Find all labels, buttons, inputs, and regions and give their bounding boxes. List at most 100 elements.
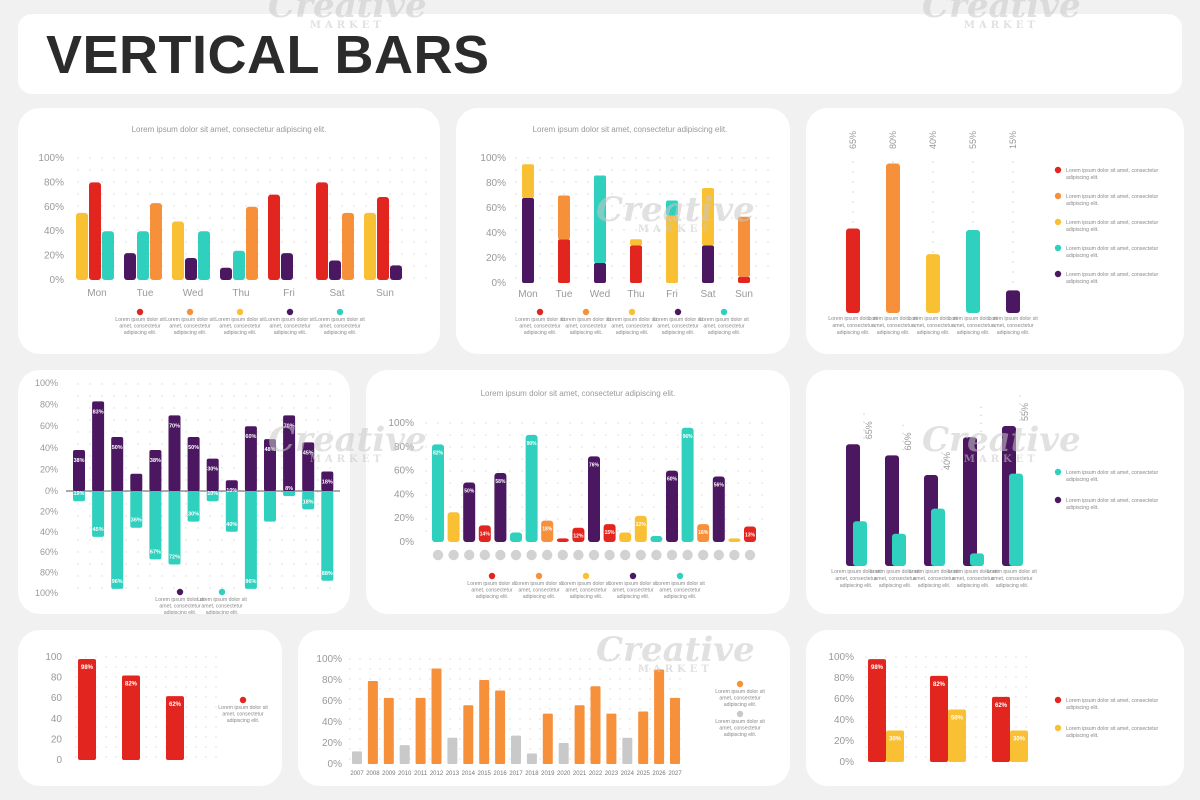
grid-dot — [317, 443, 319, 445]
bar-caption: adipiscing elit. — [837, 330, 870, 336]
grid-dot — [619, 698, 621, 700]
bar-caption: Lorem ipsum dolor sit — [948, 569, 998, 575]
grid-dot — [281, 217, 283, 219]
x-tick-label: 2027 — [668, 771, 682, 777]
grid-dot — [761, 422, 763, 424]
legend-text: adipiscing elit. — [524, 330, 557, 336]
grid-dot — [233, 575, 235, 577]
y-tick-label: 0 — [56, 755, 62, 766]
x-tick-label: 2007 — [350, 771, 364, 777]
grid-dot — [539, 688, 541, 690]
legend-text: Lorem ipsum dolor sit — [561, 317, 611, 323]
grid-dot — [257, 575, 259, 577]
grid-dot — [569, 718, 571, 720]
grid-dot — [965, 676, 967, 678]
grid-dot — [205, 726, 207, 728]
guide-dot — [863, 421, 865, 423]
grid-dot — [629, 482, 631, 484]
grid-dot — [549, 668, 551, 670]
bar — [931, 508, 945, 566]
grid-dot — [197, 575, 199, 577]
grid-dot — [653, 446, 655, 448]
bar — [630, 239, 642, 246]
grid-dot — [617, 482, 619, 484]
x-tick-marker — [666, 549, 678, 561]
grid-dot — [701, 434, 703, 436]
grid-dot — [695, 193, 697, 195]
bar — [89, 182, 101, 280]
grid-dot — [161, 431, 163, 433]
grid-dot — [545, 494, 547, 496]
grid-dot — [865, 736, 867, 738]
grid-dot — [305, 205, 307, 207]
value-label: 14% — [480, 531, 491, 537]
grid-dot — [101, 229, 103, 231]
grid-dot — [767, 217, 769, 219]
grid-dot — [619, 708, 621, 710]
grid-dot — [75, 696, 77, 698]
legend-text: Lorem ipsum dolor sit — [653, 317, 703, 323]
grid-dot — [629, 470, 631, 472]
grid-dot — [515, 193, 517, 195]
bar — [92, 401, 105, 491]
grid-dot — [185, 686, 187, 688]
y-tick-label: 100% — [316, 654, 342, 665]
grid-dot — [623, 265, 625, 267]
legend-text: adipiscing elit. — [570, 594, 603, 600]
grid-dot — [185, 181, 187, 183]
grid-dot — [469, 688, 471, 690]
grid-dot — [635, 169, 637, 171]
bar — [268, 194, 280, 280]
grid-dot — [695, 241, 697, 243]
y-tick-label: 100 — [45, 652, 62, 663]
value-label: 38% — [150, 458, 161, 464]
value-label: 60% — [903, 432, 913, 450]
grid-dot — [659, 253, 661, 255]
grid-dot — [399, 698, 401, 700]
grid-dot — [489, 718, 491, 720]
guide-dot — [932, 161, 934, 163]
grid-dot — [965, 656, 967, 658]
bar — [172, 221, 184, 280]
grid-dot — [137, 455, 139, 457]
grid-dot — [473, 422, 475, 424]
grid-dot — [647, 205, 649, 207]
grid-dot — [389, 169, 391, 171]
grid-dot — [635, 229, 637, 231]
grid-dot — [269, 587, 271, 589]
legend-text: adipiscing elit. — [662, 330, 695, 336]
grid-dot — [125, 217, 127, 219]
grid-dot — [539, 205, 541, 207]
grid-dot — [485, 434, 487, 436]
grid-dot — [233, 539, 235, 541]
grid-dot — [125, 467, 127, 469]
value-label: 82% — [933, 682, 946, 688]
legend-text: Lorem ipsum dolor sit — [467, 581, 517, 587]
value-label: 22% — [636, 522, 647, 528]
grid-dot — [975, 756, 977, 758]
grid-dot — [629, 718, 631, 720]
grid-dot — [639, 658, 641, 660]
value-label: 16% — [698, 530, 709, 536]
grid-dot — [125, 479, 127, 481]
legend-text: adipiscing elit. — [324, 330, 357, 336]
grid-dot — [695, 217, 697, 219]
value-label: 80% — [888, 131, 898, 149]
guide-dot — [980, 430, 982, 432]
grid-dot — [459, 708, 461, 710]
grid-dot — [515, 241, 517, 243]
x-tick-label: Sun — [376, 288, 394, 299]
bar-caption: adipiscing elit. — [997, 330, 1030, 336]
grid-dot — [257, 587, 259, 589]
grid-dot — [539, 738, 541, 740]
grid-dot — [659, 169, 661, 171]
grid-dot — [293, 539, 295, 541]
grid-dot — [317, 157, 319, 159]
grid-dot — [579, 668, 581, 670]
grid-dot — [629, 422, 631, 424]
grid-dot — [105, 676, 107, 678]
grid-dot — [575, 181, 577, 183]
y-tick-label: 0% — [840, 757, 855, 768]
grid-dot — [95, 656, 97, 658]
grid-dot — [985, 736, 987, 738]
